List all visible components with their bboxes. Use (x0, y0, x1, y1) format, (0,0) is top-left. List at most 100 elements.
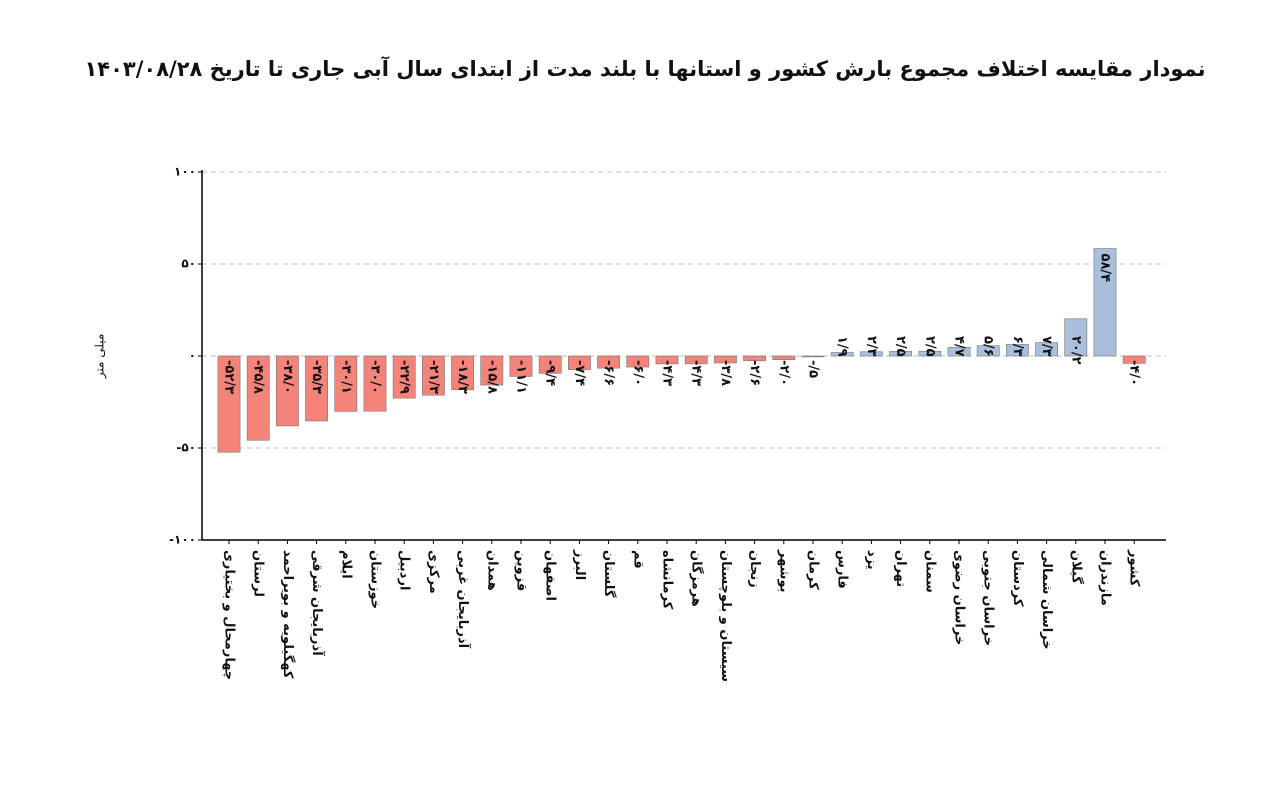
value-label: -۲۱/۳ (426, 360, 441, 394)
bar (538, 355, 562, 374)
bar (947, 347, 971, 357)
x-tick-label: همدان (484, 550, 499, 591)
x-tick-label: کهگیلویه و بویراحمد (280, 550, 296, 679)
bar (626, 355, 650, 368)
value-label: -/۵ (806, 360, 821, 378)
value-label: -۹/۴ (543, 360, 558, 386)
value-label: ۲۰/۲ (1068, 336, 1083, 365)
y-axis-label: میلی متر (93, 334, 108, 380)
x-tick-label: اردبیل (397, 550, 412, 590)
bar (1064, 318, 1088, 357)
value-label: ۲/۵ (893, 336, 908, 357)
bar (392, 355, 416, 399)
bar (246, 355, 270, 441)
bar (334, 355, 358, 412)
value-label: -۳۵/۳ (309, 360, 324, 394)
x-tick-label: کشور (1127, 549, 1142, 587)
value-label: ۱/۹ (835, 336, 850, 357)
x-tick-label: مازندران (1098, 550, 1113, 606)
bar (860, 351, 883, 357)
x-tick-label: آذربایجان غربی (455, 550, 472, 649)
x-tick-label: فارس (835, 550, 850, 589)
value-label: ۴/۷ (952, 336, 967, 357)
value-label: ۲/۵ (922, 336, 937, 357)
x-tick-label: گیلان (1068, 550, 1084, 584)
bar (363, 355, 387, 412)
bar (684, 355, 708, 365)
bar (772, 355, 796, 360)
value-label: -۳۰/۰ (368, 360, 383, 394)
x-tick-label: خوزستان (368, 550, 383, 609)
x-tick-label: گلستان (601, 550, 617, 598)
value-label: ۲/۳ (864, 336, 879, 357)
value-label: -۱۵/۸ (484, 360, 499, 394)
bar (655, 355, 679, 365)
value-label: ۶/۳ (1010, 336, 1025, 357)
x-tick-label: خراسان جنوبی (981, 550, 996, 646)
bar (1006, 344, 1029, 357)
bar (714, 355, 737, 364)
bar (305, 355, 328, 422)
x-tick-label: چهارمحال و بختیاری (222, 550, 237, 680)
x-tick-label: قزوین (514, 550, 529, 591)
x-tick-label: البرز (572, 549, 587, 580)
y-tick-label: -۵۰ (176, 441, 196, 455)
value-label: -۲/۰ (776, 360, 791, 386)
value-label: ۵/۶ (981, 336, 996, 357)
value-label: -۲/۶ (747, 360, 762, 386)
bar (509, 355, 533, 377)
x-tick-label: زنجان (747, 550, 762, 588)
value-label: -۷/۴ (572, 360, 587, 386)
bar (830, 352, 854, 357)
x-tick-label: ایلام (338, 550, 353, 579)
y-tick-label: ۰ (189, 349, 196, 363)
value-label: -۲۲/۹ (397, 360, 412, 394)
x-tick-label: مرکزی (426, 550, 441, 594)
x-tick-label: قم (630, 550, 645, 569)
x-tick-label: یزد (864, 550, 879, 570)
bar (422, 355, 445, 396)
value-label: -۱۱/۱ (514, 360, 529, 394)
bar (1093, 248, 1117, 357)
x-tick-label: خراسان شمالی (1039, 550, 1054, 650)
x-tick-label: لرستان (251, 550, 266, 597)
x-tick-label: کرمانشاه (660, 550, 675, 610)
value-label: -۶/۰ (630, 360, 645, 386)
bar (597, 355, 620, 369)
x-tick-label: تهران (893, 550, 908, 587)
value-label: -۶/۶ (601, 360, 616, 386)
bar (276, 355, 299, 427)
value-label: -۵۲/۳ (222, 360, 237, 394)
x-tick-label: کردستان (1010, 550, 1025, 607)
y-tick-label: ۵۰ (181, 257, 196, 271)
x-tick-label: کرمان (806, 550, 821, 590)
bar (889, 351, 912, 357)
x-tick-label: بوشهر (776, 549, 791, 593)
value-label: -۴/۳ (660, 360, 675, 386)
x-tick-label: اصفهان (543, 550, 558, 601)
bar (480, 355, 504, 386)
x-tick-label: هرمزگان (689, 550, 705, 607)
bar (217, 355, 241, 453)
chart-title: نمودار مقایسه اختلاف مجموع بارش کشور و ا… (84, 56, 1205, 81)
x-tick-label: آذربایجان شرقی (309, 550, 326, 656)
x-tick-label: سمنان (922, 550, 937, 593)
bar (1035, 342, 1058, 357)
bar (568, 355, 591, 370)
value-label: -۳/۸ (718, 360, 733, 386)
y-tick-label: ۱۰۰ (174, 165, 196, 179)
value-label: -۴۵/۸ (251, 360, 266, 394)
y-tick-label: -۱۰۰ (169, 533, 196, 547)
bar (451, 355, 474, 390)
x-tick-label: خراسان رضوی (952, 550, 967, 645)
bar (1122, 355, 1146, 364)
value-label: ۷/۳ (1039, 336, 1054, 357)
value-label: -۳۸/۰ (280, 360, 295, 394)
value-label: -۴/۳ (689, 360, 704, 386)
bar (976, 345, 1000, 357)
bar (918, 351, 942, 357)
value-label: -۱۸/۳ (455, 360, 470, 394)
bar (801, 355, 825, 358)
value-label: ۵۸/۴ (1098, 254, 1113, 283)
